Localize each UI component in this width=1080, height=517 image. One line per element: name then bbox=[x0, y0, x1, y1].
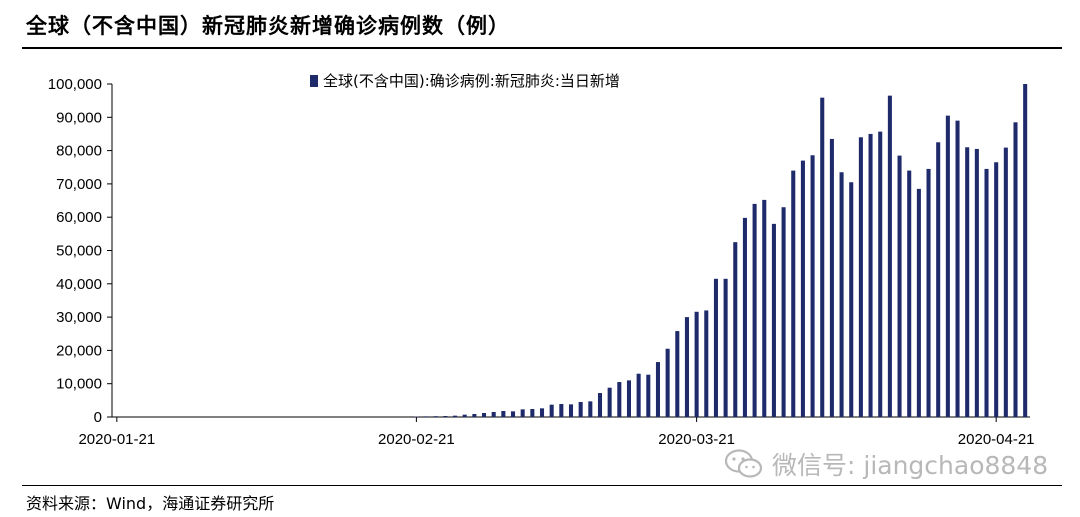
bar bbox=[984, 168, 989, 417]
y-tick-label: 100,000 bbox=[48, 76, 102, 93]
legend-label: 全球(不含中国):确诊病例:新冠肺炎:当日新增 bbox=[323, 72, 620, 90]
y-tick-label: 20,000 bbox=[56, 342, 102, 359]
bar bbox=[791, 170, 796, 417]
bar bbox=[994, 162, 999, 417]
page-title: 全球（不含中国）新冠肺炎新增确诊病例数（例） bbox=[26, 14, 510, 38]
y-tick-label: 40,000 bbox=[56, 276, 102, 293]
x-tick-label: 2020-03-21 bbox=[658, 431, 735, 448]
bar bbox=[916, 188, 921, 417]
bar bbox=[443, 416, 448, 417]
bar bbox=[491, 412, 496, 417]
bar bbox=[713, 278, 718, 417]
x-axis: 2020-01-21 2020-02-21 2020-03-21 2020-04-21 bbox=[78, 416, 1035, 448]
bar bbox=[849, 182, 854, 417]
x-tick-label: 2020-01-21 bbox=[78, 431, 155, 448]
legend-swatch bbox=[310, 75, 318, 87]
bar bbox=[655, 362, 660, 417]
y-tick-label: 80,000 bbox=[56, 143, 102, 160]
bar bbox=[762, 199, 767, 417]
bar bbox=[839, 172, 844, 417]
bar bbox=[433, 416, 438, 417]
bar bbox=[578, 402, 583, 417]
bar bbox=[936, 142, 941, 417]
x-tick-label: 2020-04-21 bbox=[958, 431, 1035, 448]
wechat-icon bbox=[724, 449, 763, 478]
bar bbox=[472, 414, 477, 417]
bar-series bbox=[414, 84, 1028, 418]
bar bbox=[559, 404, 564, 417]
y-tick-label: 10,000 bbox=[56, 376, 102, 393]
bar bbox=[539, 408, 545, 417]
watermark-text: 微信号: jiangchao8848 bbox=[772, 451, 1049, 480]
y-tick-label: 60,000 bbox=[56, 209, 102, 226]
bar bbox=[704, 310, 709, 417]
bar bbox=[926, 168, 931, 417]
bar bbox=[1023, 84, 1028, 417]
bar bbox=[636, 373, 641, 417]
bar bbox=[752, 203, 757, 417]
bar bbox=[810, 155, 815, 417]
bar bbox=[1013, 122, 1018, 418]
bar bbox=[781, 207, 786, 417]
bar bbox=[597, 393, 603, 417]
bar bbox=[771, 223, 776, 417]
bar bbox=[955, 120, 960, 417]
bar bbox=[800, 160, 805, 417]
bar bbox=[588, 401, 593, 417]
bar bbox=[868, 133, 873, 417]
bar bbox=[878, 131, 883, 417]
bar bbox=[858, 137, 863, 417]
legend: 全球(不含中国):确诊病例:新冠肺炎:当日新增 bbox=[310, 72, 620, 90]
bar bbox=[626, 380, 632, 417]
bar bbox=[549, 404, 554, 417]
bar bbox=[424, 416, 429, 417]
y-tick-label: 0 bbox=[94, 409, 102, 426]
y-tick-label: 70,000 bbox=[56, 176, 102, 193]
bar bbox=[482, 413, 487, 417]
source-rule bbox=[22, 485, 1062, 486]
bar bbox=[945, 115, 950, 417]
y-tick-label: 50,000 bbox=[56, 243, 102, 260]
bar bbox=[820, 97, 825, 417]
bar bbox=[829, 138, 834, 417]
y-axis: 0 10,000 20,000 30,000 40,000 50,000 60,000 70,… bbox=[48, 76, 113, 426]
bar bbox=[501, 411, 506, 417]
bar bbox=[965, 147, 970, 417]
bar bbox=[675, 331, 680, 417]
bar-chart: 0 10,000 20,000 30,000 40,000 50,000 60,000 70,… bbox=[48, 72, 1035, 448]
bar bbox=[974, 148, 979, 417]
bar bbox=[887, 95, 892, 417]
bar bbox=[646, 374, 651, 417]
y-tick-label: 90,000 bbox=[56, 109, 102, 126]
bar bbox=[897, 155, 902, 417]
bar bbox=[1003, 147, 1008, 417]
x-tick-label: 2020-02-21 bbox=[378, 431, 455, 448]
bar bbox=[520, 409, 525, 417]
watermark: 微信号: jiangchao8848 bbox=[724, 446, 1054, 482]
bar bbox=[617, 382, 622, 417]
title-rule bbox=[22, 47, 1062, 49]
bar bbox=[742, 217, 747, 417]
bar bbox=[568, 404, 574, 417]
bar bbox=[607, 387, 612, 417]
bar bbox=[453, 415, 458, 417]
y-tick-label: 30,000 bbox=[56, 309, 102, 326]
bar bbox=[462, 414, 467, 417]
bar bbox=[684, 317, 689, 417]
bar bbox=[694, 311, 699, 417]
bar bbox=[723, 278, 728, 417]
bar bbox=[530, 409, 535, 417]
source-note: 资料来源：Wind，海通证券研究所 bbox=[26, 494, 275, 513]
bar bbox=[733, 242, 738, 417]
bar bbox=[907, 170, 912, 417]
bar bbox=[665, 348, 670, 417]
bar bbox=[510, 411, 516, 417]
